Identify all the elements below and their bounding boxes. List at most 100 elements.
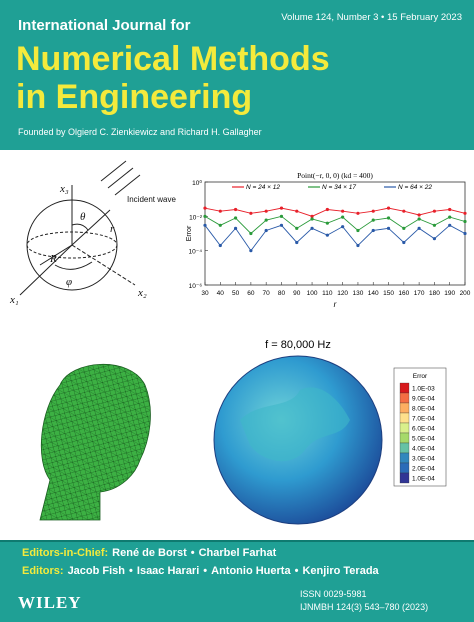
diagram-label: R bbox=[49, 253, 57, 265]
series-point bbox=[249, 231, 253, 236]
separator: • bbox=[129, 565, 133, 577]
journal-prefix: International Journal for bbox=[18, 17, 191, 34]
series-point bbox=[432, 209, 437, 213]
editor-name: Jacob Fish bbox=[68, 565, 126, 577]
colorbar-swatch bbox=[399, 462, 410, 474]
series-point bbox=[386, 216, 391, 220]
series-point bbox=[463, 219, 467, 224]
series-point bbox=[325, 221, 329, 225]
series-point bbox=[233, 207, 238, 212]
colorbar-swatch bbox=[399, 432, 410, 444]
y-tick-label: 10⁰ bbox=[192, 179, 202, 187]
y-tick-label: 10⁻⁶ bbox=[189, 283, 203, 290]
series-point bbox=[325, 233, 329, 237]
plot-title: Point(−r, 0, 0) (kd = 400) bbox=[297, 171, 373, 180]
series-point bbox=[341, 209, 345, 213]
series-point bbox=[432, 223, 437, 227]
y-tick-label: 10⁻² bbox=[189, 214, 203, 221]
editors-in-chief-label: Editors-in-Chief: bbox=[22, 547, 108, 559]
series-point bbox=[371, 209, 375, 213]
series-point bbox=[402, 240, 406, 245]
colorbar-label: 7.0E-04 bbox=[412, 416, 435, 423]
diagram-label: φ bbox=[66, 276, 72, 288]
colorbar-swatch bbox=[399, 442, 410, 454]
colorbar-swatch bbox=[399, 412, 410, 424]
separator: • bbox=[203, 565, 207, 577]
legend-label: N = 64 × 22 bbox=[398, 184, 432, 191]
series-point bbox=[203, 206, 207, 210]
colorbar-swatch bbox=[399, 392, 410, 404]
series-point bbox=[448, 207, 452, 212]
editors-line: Editors: Jacob Fish • Isaac Harari • Antonio … bbox=[22, 565, 380, 577]
colorbar-swatch bbox=[399, 472, 410, 484]
series-point bbox=[218, 243, 222, 248]
series-point bbox=[448, 223, 452, 227]
diagram-label: x₁ bbox=[9, 294, 19, 306]
colorbar-title: Error bbox=[413, 373, 428, 380]
plot-ylabel: Error bbox=[186, 225, 193, 241]
series-point bbox=[371, 228, 375, 233]
series-line bbox=[204, 215, 466, 235]
frequency-label: f = 80,000 Hz bbox=[265, 339, 331, 351]
series-point bbox=[463, 231, 467, 236]
series-point bbox=[417, 213, 421, 217]
series-point bbox=[356, 228, 360, 233]
founded: Founded by Olgierd C. Zienkiewicz and Ri… bbox=[18, 127, 262, 137]
series-point bbox=[295, 209, 299, 213]
legend-label: N = 24 × 12 bbox=[246, 184, 280, 191]
series-point bbox=[279, 223, 284, 227]
colorbar-swatch bbox=[399, 422, 410, 434]
series-point bbox=[203, 223, 207, 227]
colorbar-swatch bbox=[399, 402, 410, 414]
x-tick-label: 30 bbox=[201, 290, 209, 297]
editor-name: Isaac Harari bbox=[137, 565, 199, 577]
series-point bbox=[310, 217, 314, 221]
head-mesh bbox=[39, 363, 151, 521]
series-point bbox=[448, 215, 452, 219]
editor-name: Kenjiro Terada bbox=[302, 565, 379, 577]
series-point bbox=[463, 211, 467, 215]
footer-band bbox=[0, 540, 474, 622]
diagram-label: x₂ bbox=[137, 287, 147, 299]
colorbar-label: 3.0E-04 bbox=[412, 456, 435, 463]
series-point bbox=[371, 218, 375, 222]
colorbar-label: 6.0E-04 bbox=[412, 426, 435, 433]
x-tick-label: 70 bbox=[263, 290, 271, 297]
x-tick-label: 130 bbox=[353, 290, 364, 297]
globe-patch bbox=[240, 387, 350, 462]
series-point bbox=[279, 206, 284, 210]
x-tick-label: 80 bbox=[278, 290, 286, 297]
diagram-label: Incident wave bbox=[127, 195, 176, 204]
diagram-label: r bbox=[110, 223, 115, 235]
separator: • bbox=[295, 565, 299, 577]
diagram-label: θ bbox=[80, 211, 86, 223]
series-point bbox=[432, 237, 437, 241]
series-point bbox=[233, 226, 238, 230]
x-tick-label: 120 bbox=[337, 290, 348, 297]
series-point bbox=[356, 211, 360, 215]
series-point bbox=[264, 209, 268, 213]
x-tick-label: 150 bbox=[383, 290, 394, 297]
editors-label: Editors: bbox=[22, 565, 64, 577]
x-tick-label: 60 bbox=[247, 290, 255, 297]
editor-name: Antonio Huerta bbox=[211, 565, 291, 577]
series-line bbox=[204, 224, 466, 252]
colorbar-label: 2.0E-04 bbox=[412, 466, 435, 473]
series-point bbox=[417, 226, 421, 230]
colorbar-label: 5.0E-04 bbox=[412, 436, 435, 443]
plot-xlabel: r bbox=[334, 300, 337, 309]
series-point bbox=[386, 226, 391, 230]
publisher: WILEY bbox=[18, 593, 82, 612]
x-tick-label: 110 bbox=[322, 290, 333, 297]
x-tick-label: 170 bbox=[414, 290, 425, 297]
issn: ISSN 0029-5981 bbox=[300, 589, 367, 599]
x-tick-label: 140 bbox=[368, 290, 379, 297]
series-point bbox=[249, 249, 253, 253]
series-point bbox=[402, 226, 406, 230]
series-point bbox=[295, 226, 299, 230]
series-point bbox=[386, 206, 391, 210]
series-point bbox=[203, 214, 207, 218]
series-point bbox=[341, 215, 345, 219]
series-point bbox=[218, 209, 222, 213]
